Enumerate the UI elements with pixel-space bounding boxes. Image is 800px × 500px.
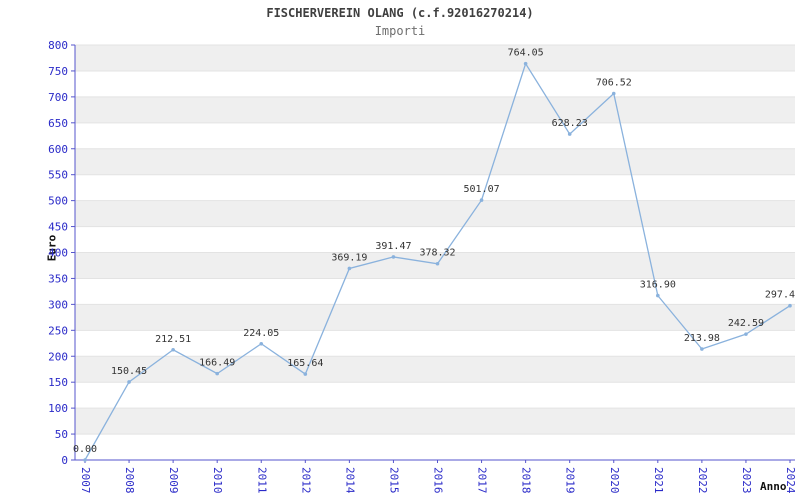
x-axis-title: Anno <box>760 480 787 493</box>
y-tick-label: 400 <box>48 247 68 260</box>
data-point <box>700 347 704 351</box>
x-tick-label: 2020 <box>608 467 621 494</box>
data-point-label: 242.59 <box>728 318 764 329</box>
data-point-label: 501.07 <box>464 184 500 195</box>
grid-band <box>75 252 795 279</box>
y-tick-label: 0 <box>61 454 68 467</box>
data-point-label: 316.90 <box>640 280 676 291</box>
data-point <box>83 458 87 462</box>
data-point <box>391 255 396 259</box>
grid-band <box>75 408 795 435</box>
y-tick-label: 300 <box>48 298 68 311</box>
y-tick-label: 650 <box>48 117 68 130</box>
y-tick-label: 800 <box>48 39 68 52</box>
data-point-label: 764.05 <box>508 48 544 59</box>
data-point-label: 213.98 <box>684 333 720 344</box>
data-point-label: 297.4 <box>765 290 795 301</box>
data-point-label: 391.47 <box>375 241 411 252</box>
data-point-label: 150.45 <box>111 366 147 377</box>
x-tick-label: 2016 <box>432 467 445 494</box>
data-point-label: 369.19 <box>331 252 367 263</box>
y-tick-label: 550 <box>48 169 68 182</box>
data-point <box>523 61 528 66</box>
x-tick-label: 2022 <box>696 467 709 494</box>
data-point <box>347 266 352 271</box>
grid-band <box>75 200 795 227</box>
x-tick-label: 2021 <box>652 467 665 494</box>
x-tick-label: 2015 <box>387 467 400 494</box>
data-point-label: 165.64 <box>287 358 323 369</box>
data-point-label: 706.52 <box>596 77 632 88</box>
y-tick-label: 50 <box>55 428 68 441</box>
chart-title: FISCHERVEREIN OLANG (c.f.92016270214) <box>266 6 534 20</box>
x-tick-label: 2023 <box>740 467 753 494</box>
x-tick-label: 2024 <box>784 467 797 494</box>
grid-band <box>75 45 795 71</box>
y-tick-label: 150 <box>48 376 68 389</box>
y-tick-label: 750 <box>48 65 68 78</box>
x-tick-label: 2007 <box>79 467 92 494</box>
data-point-label: 378.32 <box>419 248 455 259</box>
data-point-label: 224.05 <box>243 328 279 339</box>
y-tick-label: 500 <box>48 195 68 208</box>
data-point <box>788 303 792 308</box>
data-point-label: 0.00 <box>73 444 97 455</box>
data-point <box>479 198 484 202</box>
y-tick-label: 700 <box>48 91 68 104</box>
chart-subtitle: Importi <box>374 24 426 38</box>
x-tick-label: 2014 <box>343 467 356 494</box>
y-tick-label: 350 <box>48 272 68 285</box>
data-point <box>656 293 660 298</box>
data-point <box>611 91 616 96</box>
y-tick-label: 100 <box>48 402 68 415</box>
y-tick-label: 450 <box>48 221 68 234</box>
x-tick-label: 2009 <box>167 467 180 494</box>
grid-band <box>75 148 795 175</box>
x-tick-label: 2017 <box>476 467 489 494</box>
data-point <box>127 380 131 384</box>
data-point <box>171 347 175 352</box>
y-tick-label: 600 <box>48 143 68 156</box>
data-point <box>567 132 572 136</box>
grid-band <box>75 96 795 123</box>
grid-band <box>75 356 795 383</box>
x-tick-label: 2019 <box>564 467 577 494</box>
data-point-label: 628.23 <box>552 118 588 129</box>
x-tick-label: 2018 <box>520 467 533 494</box>
data-point <box>215 371 219 376</box>
x-tick-label: 2012 <box>299 467 312 494</box>
x-tick-label: 2010 <box>211 467 224 494</box>
y-tick-label: 200 <box>48 350 68 363</box>
data-point <box>744 332 748 336</box>
grid-band <box>75 304 795 331</box>
data-point <box>435 261 440 266</box>
x-tick-label: 2011 <box>255 467 268 494</box>
data-point <box>303 372 308 376</box>
x-tick-label: 2008 <box>123 467 136 494</box>
data-point-label: 212.51 <box>155 334 191 345</box>
data-point-label: 166.49 <box>199 358 235 369</box>
data-point <box>259 341 264 346</box>
y-tick-label: 250 <box>48 324 68 337</box>
